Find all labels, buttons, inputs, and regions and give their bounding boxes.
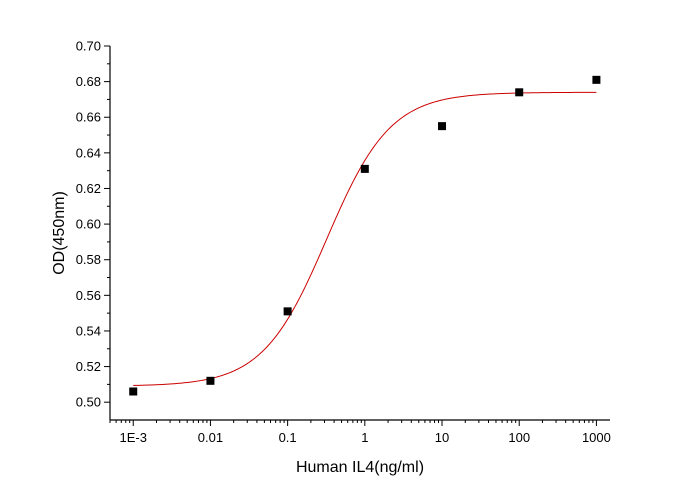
ticks: 0.50 0.52 0.54 0.56 0.58 0.60 0.62 0.64 0.66 0.68… (76, 39, 611, 446)
y-tick-label: 0.68 (76, 74, 101, 89)
y-tick-label: 0.60 (76, 217, 101, 232)
data-points-layer (129, 75, 601, 396)
data-point (592, 75, 601, 84)
x-axis-title: Human IL4(ng/ml) (296, 459, 424, 476)
data-point (515, 88, 524, 97)
y-tick-label: 0.64 (76, 145, 101, 160)
y-tick-label: 0.70 (76, 39, 101, 54)
y-tick-label: 0.66 (76, 110, 101, 125)
y-tick-label: 0.56 (76, 288, 101, 303)
y-axis-title: OD(450nm) (51, 191, 68, 275)
x-tick-label: 0.1 (279, 430, 297, 445)
x-tick-label: 1000 (582, 430, 611, 445)
data-point (129, 387, 138, 396)
data-point (206, 376, 215, 385)
y-tick-label: 0.50 (76, 395, 101, 410)
x-tick-label: 100 (508, 430, 530, 445)
y-tick-label: 0.58 (76, 252, 101, 267)
data-point (438, 122, 447, 131)
x-tick-label: 0.01 (198, 430, 223, 445)
y-tick-label: 0.52 (76, 359, 101, 374)
data-point (283, 307, 292, 316)
x-tick-label: 1E-3 (120, 430, 147, 445)
y-tick-label: 0.62 (76, 181, 101, 196)
x-tick-label: 1 (361, 430, 368, 445)
data-point (360, 164, 369, 173)
x-tick-label: 10 (435, 430, 449, 445)
y-tick-label: 0.54 (76, 323, 101, 338)
